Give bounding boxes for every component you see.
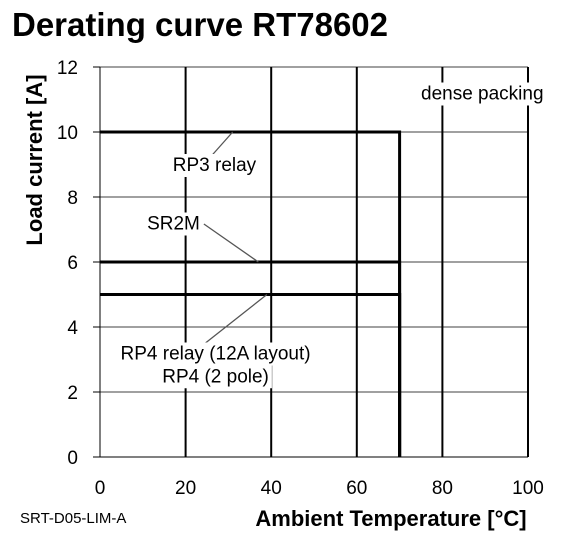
y-tick-label: 8 — [67, 188, 78, 209]
annotation-backing — [144, 212, 203, 236]
x-tick-label: 60 — [346, 478, 367, 499]
tick-labels: 0 20 40 60 80 100 0 2 4 6 8 10 12 — [57, 58, 544, 499]
y-tick-label: 12 — [57, 58, 78, 79]
y-tick-label: 2 — [67, 383, 78, 404]
annotation-backing — [117, 342, 314, 366]
annotation-backing — [159, 365, 272, 389]
series-line-rp4-2-pole- — [100, 293, 402, 457]
annotation-backing — [418, 82, 547, 106]
y-tick-label: 6 — [67, 253, 78, 274]
x-tick-label: 20 — [175, 478, 196, 499]
annotation-label: RP4 (2 pole) — [162, 366, 269, 387]
x-tick-label: 0 — [95, 478, 106, 499]
annotation-backing — [169, 154, 260, 177]
series-lines — [100, 130, 402, 457]
annotation-label: SR2M — [147, 214, 200, 235]
chart-title: Derating curve RT78602 — [12, 6, 389, 43]
annotation-label: RP3 relay — [173, 155, 257, 176]
x-axis-label: Ambient Temperature [°C] — [255, 506, 526, 531]
annotation-label: RP4 relay (12A layout) — [121, 344, 311, 365]
y-axis-label: Load current [A] — [22, 74, 47, 245]
x-tick-label: 80 — [432, 478, 453, 499]
annotation-label: dense packing — [421, 84, 544, 105]
y-tick-label: 0 — [67, 448, 78, 469]
x-tick-label: 100 — [512, 478, 544, 499]
y-tick-label: 10 — [57, 123, 78, 144]
annotation-leader-line — [203, 293, 268, 346]
x-tick-label: 40 — [261, 478, 282, 499]
y-tick-label: 4 — [67, 318, 78, 339]
annotation-leader-line — [203, 223, 259, 263]
annotation-labels: dense packing RP3 relay SR2M RP4 relay (12A… — [117, 82, 547, 389]
figure-code: SRT-D05-LIM-A — [20, 510, 127, 527]
